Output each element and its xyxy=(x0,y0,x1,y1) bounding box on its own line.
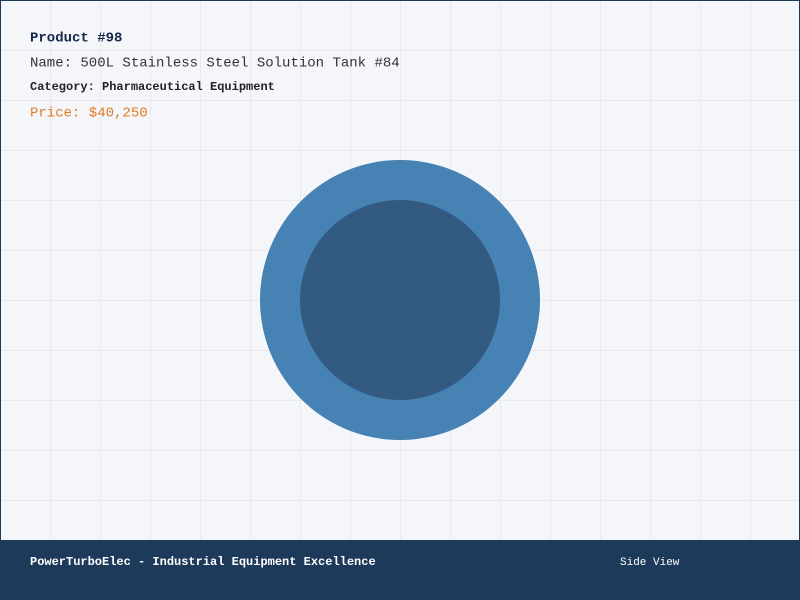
tank-inner xyxy=(300,200,500,400)
product-name: Name: 500L Stainless Steel Solution Tank… xyxy=(30,56,400,72)
product-title: Product #98 xyxy=(30,31,122,47)
product-price: Price: $40,250 xyxy=(30,106,148,122)
footer-view: Side View xyxy=(620,557,680,569)
footer-brand: PowerTurboElec - Industrial Equipment Ex… xyxy=(30,555,376,569)
product-category: Category: Pharmaceutical Equipment xyxy=(30,80,275,94)
footer xyxy=(0,540,800,600)
